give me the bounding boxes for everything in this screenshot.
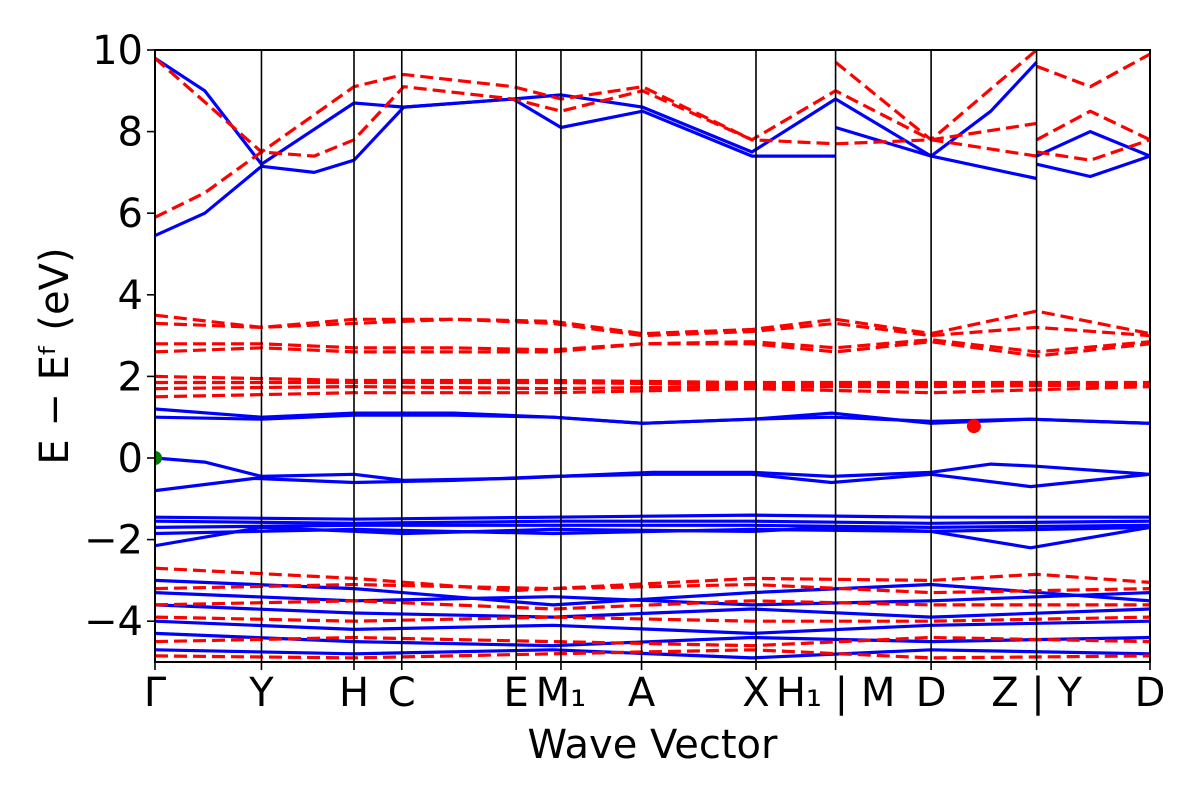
cbm-marker <box>966 419 981 434</box>
spin-up-band-18 <box>155 631 1150 648</box>
y-tick-label: 2 <box>118 354 143 400</box>
spin-down-band-8 <box>155 85 1037 219</box>
kpoint-label: C <box>388 670 416 716</box>
spin-down-band-6 <box>155 383 1150 391</box>
y-tick-label: −4 <box>84 599 143 645</box>
spin-down-band-16 <box>155 599 1150 611</box>
y-axis-title: E − Eᶠ (eV) <box>32 247 78 464</box>
y-tick-label: 0 <box>118 436 143 482</box>
spin-down-band-4 <box>155 374 1150 385</box>
kpoint-label: Γ <box>144 670 167 716</box>
spin-up-band-6 <box>155 523 1150 529</box>
spin-up-band-1 <box>155 456 1150 482</box>
y-tick-label: 8 <box>118 110 143 156</box>
kpoint-label: H <box>339 670 369 716</box>
spin-up-band-4 <box>155 513 1150 521</box>
kpoint-label: Z | Y <box>991 670 1082 716</box>
spin-down-band-17 <box>155 615 1150 623</box>
spin-up-band-15 <box>155 591 1150 607</box>
spin-up-band-10 <box>155 56 1037 181</box>
spin-down-band-12 <box>1035 109 1150 142</box>
spin-down-band-2 <box>155 338 1150 354</box>
kpoint-label: Y <box>248 670 274 716</box>
spin-up-band-12 <box>1036 154 1150 179</box>
spin-down-band-11 <box>1036 138 1150 162</box>
kpoint-label: D <box>916 670 947 716</box>
y-tick-label: 6 <box>118 191 143 237</box>
spin-up-band-8 <box>155 525 1150 550</box>
x-axis-ticks: Γ Y H C E M₁ A X H₁ | M D Z | Y D <box>144 662 1166 716</box>
kpoint-label: E <box>504 670 529 716</box>
kpoint-label: X <box>742 670 769 716</box>
spin-up-band-0 <box>155 472 1150 493</box>
spin-down-band-9 <box>155 56 1037 154</box>
spin-up-band-9 <box>155 97 836 238</box>
spin-down-band-7 <box>155 385 1150 399</box>
kpoint-label: A <box>628 670 656 716</box>
plot-area <box>155 50 1150 660</box>
spin-up-band-17 <box>155 619 1150 635</box>
y-tick-label: 4 <box>118 273 143 319</box>
y-tick-label: −2 <box>84 518 143 564</box>
spin-up-band-19 <box>155 648 1150 660</box>
spin-up-band-14 <box>155 578 1150 607</box>
spin-up-band-5 <box>155 519 1150 525</box>
axes-frame <box>154 49 1151 663</box>
vbm-marker <box>155 451 162 465</box>
spin-up-band-13 <box>1035 130 1150 158</box>
y-axis-ticks: −4 −2 0 2 4 6 8 10 <box>84 28 155 645</box>
kpoint-label: D <box>1135 670 1166 716</box>
kpoint-label: M₁ <box>536 670 587 716</box>
spin-up-band-16 <box>155 603 1150 619</box>
spin-down-band-5 <box>155 380 1150 387</box>
spin-down-band-15 <box>155 582 1150 595</box>
spin-down-band-18 <box>155 635 1150 648</box>
spin-up-band-3 <box>155 407 1150 425</box>
spin-down-band-13 <box>1036 52 1150 89</box>
spin-down-band-19 <box>155 648 1150 660</box>
kpoint-label: H₁ | M <box>776 670 896 716</box>
kpoint-separators <box>260 50 1038 662</box>
y-tick-label: 10 <box>92 28 143 74</box>
x-axis-title: Wave Vector <box>528 722 779 768</box>
